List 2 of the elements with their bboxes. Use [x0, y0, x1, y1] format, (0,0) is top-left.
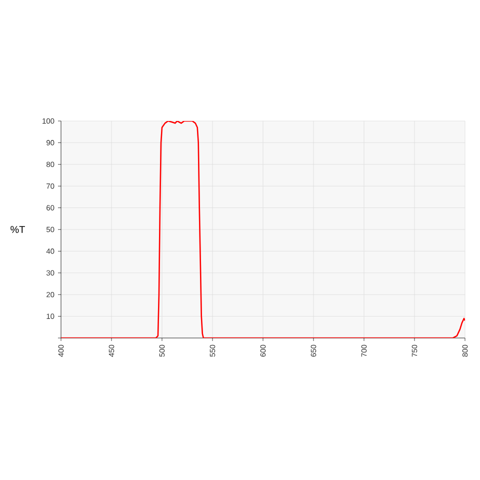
line-series	[61, 120, 465, 338]
y-axis-title: %T	[10, 226, 25, 233]
